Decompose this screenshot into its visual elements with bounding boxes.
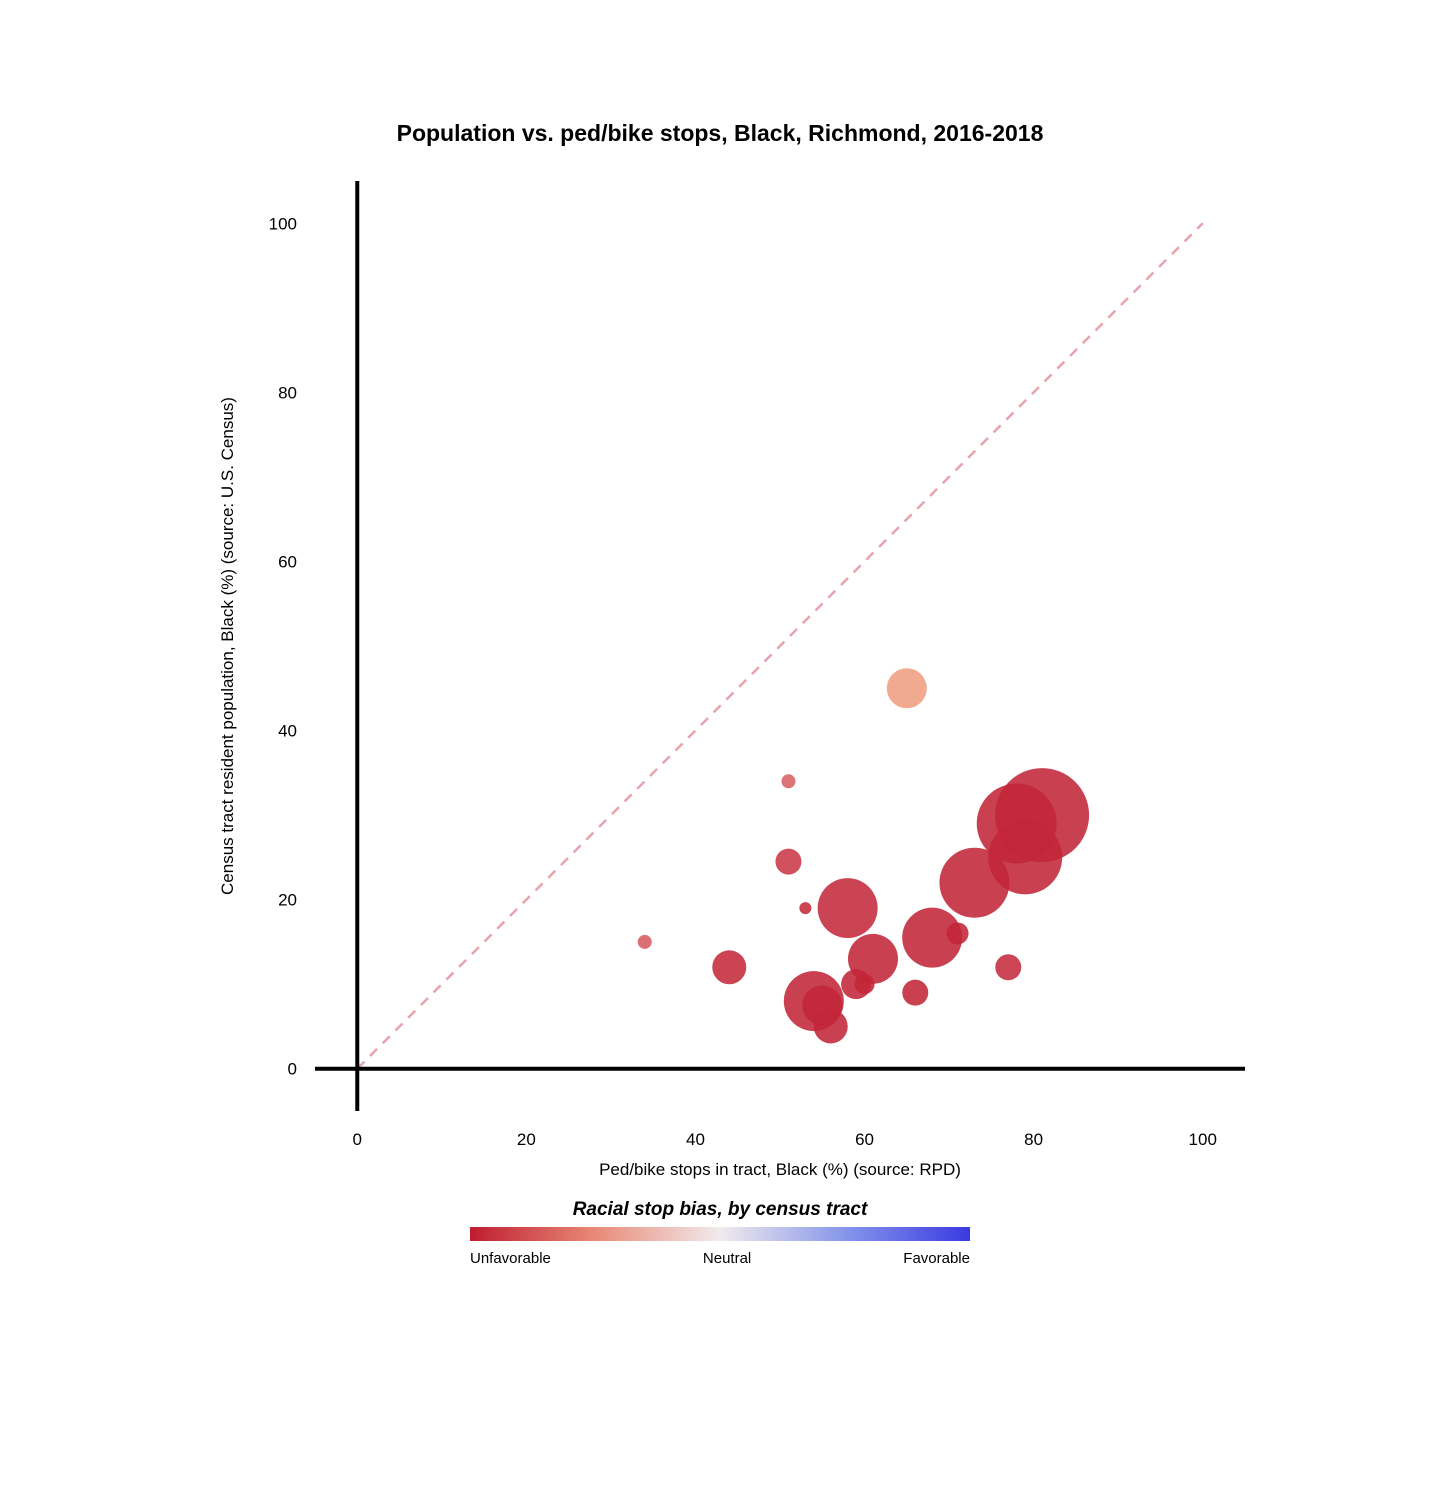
data-point bbox=[818, 878, 878, 938]
y-tick-label: 40 bbox=[278, 722, 297, 741]
x-tick-label: 0 bbox=[353, 1130, 362, 1149]
colorbar-label-right: Favorable bbox=[903, 1250, 970, 1267]
y-tick-label: 0 bbox=[288, 1060, 297, 1079]
data-point bbox=[902, 980, 928, 1006]
data-point bbox=[848, 934, 898, 984]
colorbar-labels: Unfavorable Neutral Favorable bbox=[470, 1250, 970, 1267]
data-point bbox=[775, 849, 801, 875]
y-tick-label: 80 bbox=[278, 383, 297, 402]
x-tick-label: 100 bbox=[1189, 1130, 1217, 1149]
chart-container: Population vs. ped/bike stops, Black, Ri… bbox=[200, 120, 1240, 1267]
y-axis-label: Census tract resident population, Black … bbox=[218, 397, 237, 895]
data-point bbox=[638, 935, 652, 949]
colorbar-label-center: Neutral bbox=[703, 1250, 751, 1267]
data-point bbox=[887, 668, 927, 708]
y-tick-label: 100 bbox=[269, 214, 297, 233]
x-tick-label: 40 bbox=[686, 1130, 705, 1149]
x-tick-label: 80 bbox=[1024, 1130, 1043, 1149]
colorbar bbox=[470, 1227, 970, 1241]
data-point bbox=[814, 1009, 848, 1043]
data-point bbox=[947, 922, 969, 944]
data-point bbox=[781, 774, 795, 788]
x-axis-label: Ped/bike stops in tract, Black (%) (sour… bbox=[599, 1160, 961, 1179]
data-point bbox=[995, 768, 1089, 862]
x-tick-label: 20 bbox=[517, 1130, 536, 1149]
scatter-plot: 0 20 40 60 80 100 0 20 40 60 80 100 Ped/bike stops i… bbox=[200, 161, 1265, 1191]
colorbar-wrap: Unfavorable Neutral Favorable bbox=[200, 1227, 1240, 1267]
x-tick-label: 60 bbox=[855, 1130, 874, 1149]
data-point bbox=[799, 902, 811, 914]
parity-line bbox=[357, 223, 1202, 1068]
data-point bbox=[995, 954, 1021, 980]
data-point bbox=[712, 950, 746, 984]
colorbar-label-left: Unfavorable bbox=[470, 1250, 551, 1267]
colorbar-title: Racial stop bias, by census tract bbox=[200, 1199, 1240, 1221]
y-tick-label: 60 bbox=[278, 552, 297, 571]
chart-title: Population vs. ped/bike stops, Black, Ri… bbox=[200, 120, 1240, 147]
y-tick-label: 20 bbox=[278, 891, 297, 910]
